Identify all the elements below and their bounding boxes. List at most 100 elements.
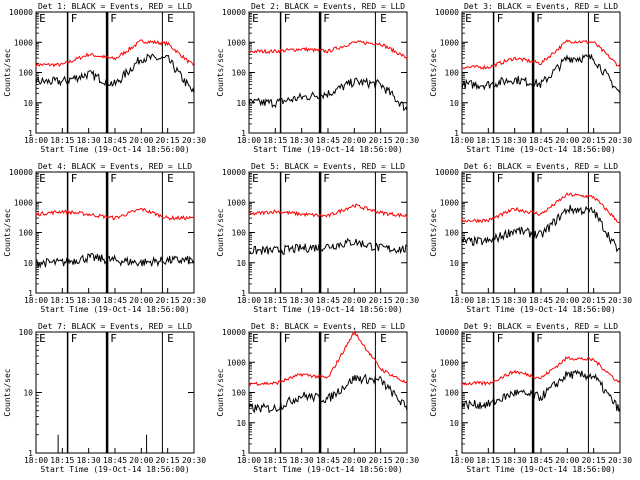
panel-title: Det 5: BLACK = Events, RED = LLD — [251, 162, 405, 171]
x-tick-label: 20:30 — [395, 456, 419, 465]
marker-letter: F — [110, 332, 117, 345]
x-tick-label: 18:30 — [503, 296, 527, 305]
marker-letter: E — [380, 12, 387, 25]
x-tick-label: 18:30 — [503, 456, 527, 465]
y-tick-label: 100 — [19, 69, 34, 78]
x-axis-label: Start Time (19-Oct-14 18:56:00) — [40, 145, 189, 154]
marker-letter: E — [593, 172, 600, 185]
marker-letter: E — [252, 332, 259, 345]
y-tick-label: 10 — [236, 259, 246, 268]
y-tick-label: 100 — [232, 389, 247, 398]
x-tick-label: 20:00 — [555, 296, 579, 305]
y-tick-label: 100 — [445, 389, 460, 398]
lld-series-line — [461, 192, 621, 224]
x-tick-label: 18:45 — [316, 136, 340, 145]
marker-letter: E — [593, 332, 600, 345]
y-tick-label: 100 — [445, 69, 460, 78]
x-tick-label: 18:30 — [290, 296, 314, 305]
panel-title: Det 6: BLACK = Events, RED = LLD — [464, 162, 618, 171]
events-series-line — [35, 252, 195, 269]
y-axis-label: Counts/sec — [3, 208, 12, 256]
x-tick-label: 20:00 — [129, 296, 153, 305]
x-tick-label: 20:00 — [555, 456, 579, 465]
x-tick-label: 18:00 — [237, 456, 261, 465]
x-tick-label: 20:15 — [156, 456, 180, 465]
marker-letter: F — [323, 12, 330, 25]
panel-det-2: Det 2: BLACK = Events, RED = LLD 1 10 100 10… — [216, 2, 419, 154]
x-tick-label: 20:30 — [182, 456, 206, 465]
x-tick-label: 18:45 — [529, 136, 553, 145]
marker-letter: E — [167, 332, 174, 345]
marker-letter: F — [323, 172, 330, 185]
y-tick-label: 1 — [454, 449, 459, 458]
x-tick-label: 20:30 — [608, 296, 632, 305]
plot-frame — [248, 171, 408, 294]
marker-letter: E — [465, 332, 472, 345]
events-series-line — [35, 53, 195, 94]
plot-frame — [461, 331, 621, 454]
panel-det-9: Det 9: BLACK = Events, RED = LLD 1 10 100 10… — [429, 322, 632, 474]
y-tick-label: 1000 — [14, 198, 33, 207]
x-tick-label: 20:15 — [369, 296, 393, 305]
y-tick-label: 10 — [23, 99, 33, 108]
y-tick-label: 10000 — [435, 8, 459, 17]
marker-letter: E — [39, 332, 46, 345]
y-tick-label: 10 — [449, 99, 459, 108]
x-tick-label: 18:45 — [316, 296, 340, 305]
panel-title: Det 8: BLACK = Events, RED = LLD — [251, 322, 405, 331]
marker-letter: E — [39, 172, 46, 185]
y-tick-label: 1000 — [14, 38, 33, 47]
marker-letter: F — [497, 332, 504, 345]
y-tick-label: 1000 — [227, 38, 246, 47]
x-tick-label: 20:30 — [182, 296, 206, 305]
marker-letter: F — [497, 12, 504, 25]
x-tick-label: 18:15 — [50, 296, 74, 305]
x-axis-label: Start Time (19-Oct-14 18:56:00) — [253, 465, 402, 474]
marker-letter: E — [167, 12, 174, 25]
x-tick-label: 18:00 — [450, 296, 474, 305]
marker-letter: F — [284, 12, 291, 25]
y-tick-label: 1 — [28, 289, 33, 298]
y-tick-label: 10000 — [435, 328, 459, 337]
x-tick-label: 18:30 — [290, 456, 314, 465]
marker-letter: F — [536, 12, 543, 25]
x-tick-label: 20:00 — [555, 136, 579, 145]
x-tick-label: 20:00 — [129, 456, 153, 465]
x-tick-label: 20:15 — [369, 456, 393, 465]
marker-letter: F — [536, 172, 543, 185]
x-tick-label: 18:00 — [237, 296, 261, 305]
y-tick-label: 1 — [241, 289, 246, 298]
y-axis-label: Counts/sec — [216, 48, 225, 96]
x-tick-label: 18:15 — [476, 296, 500, 305]
x-tick-label: 18:30 — [77, 456, 101, 465]
x-tick-label: 18:30 — [503, 136, 527, 145]
y-tick-label: 10 — [449, 259, 459, 268]
y-tick-label: 10 — [23, 259, 33, 268]
y-tick-label: 1000 — [440, 358, 459, 367]
x-axis-label: Start Time (19-Oct-14 18:56:00) — [466, 465, 615, 474]
marker-letter: F — [71, 172, 78, 185]
x-tick-label: 20:15 — [582, 456, 606, 465]
y-tick-label: 10000 — [222, 328, 246, 337]
x-tick-label: 18:30 — [77, 296, 101, 305]
marker-letter: F — [110, 172, 117, 185]
x-tick-label: 18:30 — [77, 136, 101, 145]
x-tick-label: 18:00 — [24, 456, 48, 465]
x-tick-label: 20:00 — [342, 456, 366, 465]
marker-letter: E — [39, 12, 46, 25]
events-series-line — [461, 204, 621, 253]
x-axis-label: Start Time (19-Oct-14 18:56:00) — [253, 145, 402, 154]
plot-frame — [461, 11, 621, 134]
x-tick-label: 18:00 — [450, 456, 474, 465]
panel-det-7: Det 7: BLACK = Events, RED = LLD 1 10 100 Co… — [3, 322, 206, 474]
y-tick-label: 1 — [454, 289, 459, 298]
panel-det-6: Det 6: BLACK = Events, RED = LLD 1 10 100 10… — [429, 162, 632, 314]
y-tick-label: 1 — [28, 129, 33, 138]
marker-letter: E — [252, 12, 259, 25]
panel-title: Det 4: BLACK = Events, RED = LLD — [38, 162, 192, 171]
x-tick-label: 18:15 — [50, 136, 74, 145]
marker-letter: E — [593, 12, 600, 25]
x-tick-label: 18:45 — [529, 296, 553, 305]
y-tick-label: 10 — [449, 419, 459, 428]
marker-letter: E — [252, 172, 259, 185]
